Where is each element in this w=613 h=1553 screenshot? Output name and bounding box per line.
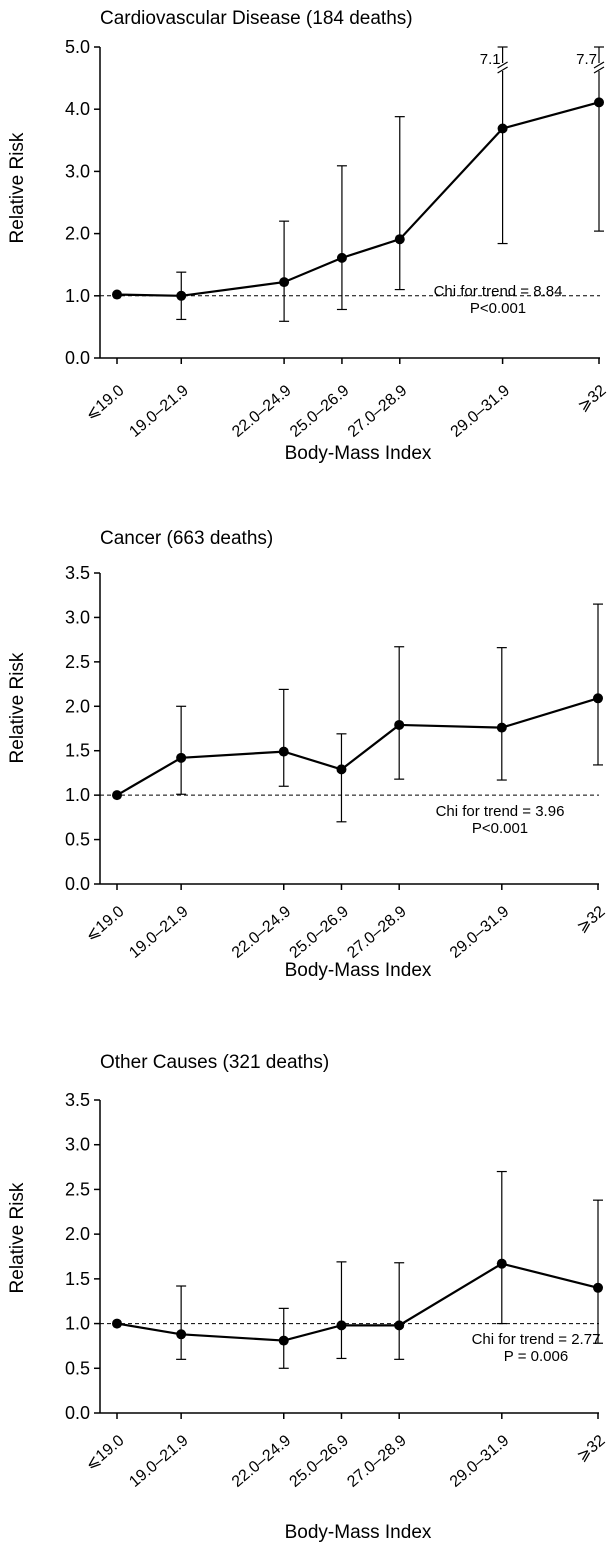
y-tick-label: 0.5 (65, 830, 90, 850)
data-point (176, 752, 187, 763)
y-tick-label: 3.5 (65, 1090, 90, 1110)
data-point (593, 1282, 603, 1293)
data-point (336, 1320, 347, 1331)
x-tick-label: 25.0–26.9 (287, 1432, 353, 1491)
trend-p-text: P = 0.006 (503, 1348, 569, 1365)
trend-statistic: Chi for trend = 8.84 P<0.001 (434, 283, 563, 317)
x-axis-label: Body-Mass Index (284, 443, 432, 464)
data-point (112, 1318, 122, 1329)
x-tick-label: ⩾32 (574, 903, 609, 936)
data-point (112, 790, 122, 801)
data-point (112, 289, 122, 300)
y-tick-label: 0.5 (65, 1358, 90, 1378)
data-point (176, 290, 187, 301)
x-tick-label: ⩾32 (574, 1432, 609, 1465)
y-axis-label: Relative Risk (7, 652, 28, 764)
y-tick-label: 3.0 (65, 607, 90, 627)
chart-panel-cancer: Cancer (663 deaths) 0.0 0.5 1.0 1.5 2.0 2.5 3.… (0, 518, 613, 1028)
y-tick-label: 0.0 (65, 348, 90, 368)
y-tick-label: 0.0 (65, 874, 90, 894)
x-axis-label: Body-Mass Index (284, 960, 432, 981)
data-point (176, 1329, 187, 1340)
x-tick-label: 29.0–31.9 (447, 1432, 513, 1491)
y-tick-label: 1.0 (65, 785, 90, 805)
series-line (116, 697, 599, 797)
data-point (496, 722, 507, 733)
axis-break-mark (497, 61, 508, 69)
chart-title: Cardiovascular Disease (184 deaths) (100, 8, 413, 29)
trend-p-text: P<0.001 (471, 820, 529, 837)
x-tick-label: 25.0–26.9 (287, 382, 353, 441)
x-tick-label: 19.0–21.9 (126, 382, 192, 441)
y-tick-label: 3.5 (65, 563, 90, 583)
y-tick-label: 2.5 (65, 652, 90, 672)
x-axis-label: Body-Mass Index (284, 1522, 432, 1543)
broken-value-label: 7.7 (576, 51, 597, 68)
x-tick-label: 25.0–26.9 (287, 903, 353, 962)
x-tick-label: ⩾32 (575, 382, 610, 415)
axis-break-mark (497, 66, 508, 74)
trend-statistic: Chi for trend = 3.96 P<0.001 (436, 803, 565, 837)
data-point (594, 97, 604, 108)
trend-chi-text: Chi for trend = 8.84 (433, 283, 563, 300)
y-tick-label: 1.0 (65, 286, 90, 306)
data-point (336, 764, 347, 775)
trend-chi-text: Chi for trend = 3.96 (435, 803, 565, 820)
x-tick-label: 27.0–28.9 (344, 903, 410, 962)
data-point (279, 277, 290, 288)
chart-title: Other Causes (321 deaths) (100, 1052, 330, 1073)
y-axis-label: Relative Risk (7, 1182, 28, 1294)
y-tick-label: 2.0 (65, 1224, 90, 1244)
y-tick-label: 3.0 (65, 161, 90, 181)
data-point (497, 123, 508, 134)
trend-chi-text: Chi for trend = 2.77 (471, 1331, 601, 1348)
chart-plot-area: 0.0 0.5 1.0 1.5 2.0 2.5 3.0 3.5 ⩽19.019.0–21.9 22… (65, 1090, 609, 1491)
y-tick-label: 1.5 (65, 741, 90, 761)
data-point (394, 719, 405, 730)
chart-panel-cardiovascular: Cardiovascular Disease (184 deaths) 0.0 1… (0, 0, 613, 505)
data-point (278, 746, 289, 757)
trend-statistic: Chi for trend = 2.77 P = 0.006 (472, 1331, 601, 1365)
x-tick-label: ⩽19.0 (83, 382, 128, 424)
series-line (116, 1262, 599, 1342)
data-point (336, 252, 347, 263)
trend-p-text: P<0.001 (469, 300, 527, 317)
y-tick-label: 2.0 (65, 696, 90, 716)
axis-break-mark (593, 66, 605, 74)
chart-plot-area: 0.0 0.5 1.0 1.5 2.0 2.5 3.0 3.5 ⩽19.019.0–21.9 22… (65, 563, 609, 962)
x-tick-label: ⩽19.0 (83, 1432, 128, 1474)
y-tick-label: 1.5 (65, 1269, 90, 1289)
y-tick-label: 3.0 (65, 1135, 90, 1155)
y-tick-label: 0.0 (65, 1403, 90, 1423)
chart-title: Cancer (663 deaths) (100, 528, 274, 549)
data-point (593, 693, 603, 704)
data-point (496, 1258, 507, 1269)
x-tick-label: 29.0–31.9 (447, 903, 513, 962)
x-tick-label: 27.0–28.9 (344, 1432, 410, 1491)
x-tick-label: 22.0–24.9 (229, 1432, 295, 1491)
x-tick-label: 19.0–21.9 (126, 903, 192, 962)
y-tick-label: 2.5 (65, 1179, 90, 1199)
x-tick-label: 19.0–21.9 (126, 1432, 192, 1491)
x-tick-label: ⩽19.0 (83, 903, 128, 945)
chart-panel-other-causes: Other Causes (321 deaths) 0.0 0.5 1.0 1.5 2.… (0, 1040, 613, 1553)
y-axis-label: Relative Risk (7, 132, 28, 244)
y-tick-label: 2.0 (65, 224, 90, 244)
y-tick-label: 4.0 (65, 99, 90, 119)
series-line (116, 101, 600, 297)
chart-plot-area: 0.0 1.0 2.0 3.0 4.0 5.0 ⩽19.019.0–21.9 22.0–24.… (65, 37, 610, 441)
y-tick-label: 5.0 (65, 37, 90, 57)
data-point (394, 234, 405, 245)
x-tick-label: 27.0–28.9 (345, 382, 411, 441)
y-tick-label: 1.0 (65, 1314, 90, 1334)
broken-value-label: 7.1 (480, 51, 501, 68)
axis-break-mark (593, 61, 605, 69)
x-tick-label: 22.0–24.9 (229, 382, 295, 441)
x-tick-label: 29.0–31.9 (448, 382, 514, 441)
data-point (394, 1320, 405, 1331)
data-point (278, 1335, 289, 1346)
x-tick-label: 22.0–24.9 (229, 903, 295, 962)
